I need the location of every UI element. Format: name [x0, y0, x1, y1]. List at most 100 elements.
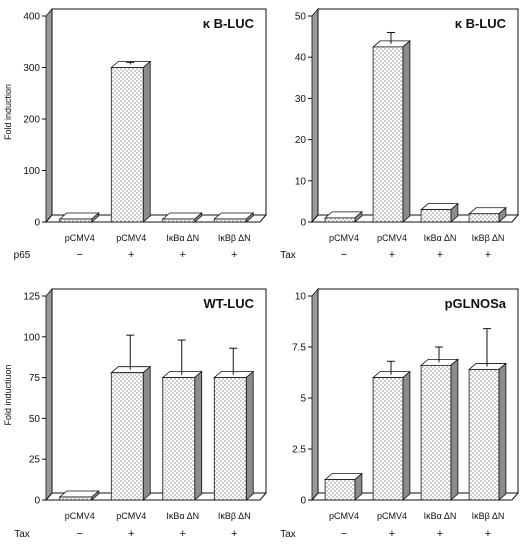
bar — [59, 218, 93, 223]
treatment-sign: + — [485, 528, 491, 540]
treatment-sign: + — [231, 528, 237, 540]
bar-side — [450, 358, 459, 501]
bar — [110, 67, 144, 223]
panel-depth-wall — [311, 7, 319, 224]
bar — [420, 209, 452, 223]
y-axis-label-bottom: Fold inductiuon — [3, 364, 13, 425]
chart-panel-3: 0 25 50 75 100 125 WT-LUC pCMV4 − pCMV4 + IκBα ΔN + I… — [14, 287, 268, 540]
y-tick-label: 0 — [300, 496, 306, 507]
y-tick-label: 125 — [23, 292, 40, 303]
treatment-label: Tax — [14, 529, 30, 540]
bar-side — [245, 370, 254, 501]
bar — [420, 364, 452, 501]
chart-title: κ B-LUC — [455, 16, 507, 31]
category-label: IκBα ΔN — [166, 233, 199, 243]
bar-side — [498, 362, 507, 501]
treatment-sign: − — [77, 249, 83, 261]
y-tick-label: 400 — [23, 12, 40, 23]
category-label: pCMV4 — [377, 233, 407, 243]
bar — [324, 217, 356, 223]
bar — [372, 46, 404, 223]
y-tick-label: 5 — [300, 394, 306, 405]
y-tick-label: 100 — [23, 166, 40, 177]
category-label: pCMV4 — [116, 233, 146, 243]
category-label: pCMV4 — [65, 233, 95, 243]
bar — [372, 377, 404, 501]
bar-side — [402, 370, 411, 501]
chart-title: κ B-LUC — [203, 16, 255, 31]
y-tick-label: 25 — [29, 455, 41, 466]
bar-side — [142, 60, 151, 223]
treatment-sign: + — [389, 249, 395, 261]
bar — [213, 377, 247, 501]
bar — [213, 218, 247, 223]
panel-depth-wall — [45, 287, 53, 502]
category-label: pCMV4 — [377, 511, 407, 521]
panel-depth-wall — [45, 7, 53, 224]
bar — [59, 496, 93, 501]
treatment-sign: + — [485, 249, 491, 261]
y-tick-label: 20 — [295, 135, 307, 146]
category-label: IκBβ ΔN — [472, 233, 505, 243]
bar — [162, 377, 196, 501]
treatment-sign: + — [128, 249, 134, 261]
treatment-sign: + — [437, 528, 443, 540]
treatment-sign: − — [341, 528, 347, 540]
bar — [468, 213, 500, 223]
y-tick-label: 0 — [34, 496, 40, 507]
panel-frame — [51, 8, 267, 216]
y-tick-label: 30 — [295, 94, 307, 105]
category-label: IκBβ ΔN — [472, 511, 505, 521]
y-tick-label: 7.5 — [292, 343, 306, 354]
y-tick-label: 10 — [295, 176, 307, 187]
chart-title: pGLNOSa — [445, 296, 507, 311]
treatment-sign: + — [437, 249, 443, 261]
treatment-label: Tax — [280, 250, 296, 261]
y-tick-label: 50 — [295, 12, 307, 23]
category-label: IκBα ΔN — [424, 511, 457, 521]
y-tick-label: 100 — [23, 332, 40, 343]
bar — [468, 369, 500, 501]
bar-side — [142, 365, 151, 501]
y-tick-label: 0 — [34, 218, 40, 229]
category-label: pCMV4 — [329, 233, 359, 243]
bar — [324, 479, 356, 501]
category-label: pCMV4 — [65, 511, 95, 521]
chart-panel-2: 0 10 20 30 40 50 κ B-LUC pCMV4 − pCMV4 + IκBα ΔN + Iκ… — [280, 7, 520, 261]
treatment-sign: + — [180, 249, 186, 261]
treatment-sign: + — [389, 528, 395, 540]
y-tick-label: 50 — [29, 414, 41, 425]
panel-depth-wall — [311, 287, 319, 502]
treatment-sign: + — [231, 249, 237, 261]
treatment-label: Tax — [280, 529, 296, 540]
treatment-sign: − — [77, 528, 83, 540]
chart-panel-4: 0 2.5 5 7.5 10 pGLNOSa pCMV4 − pCMV4 + IκBα ΔN + IκB… — [280, 287, 520, 540]
treatment-sign: + — [128, 528, 134, 540]
chart-title: WT-LUC — [203, 296, 254, 311]
y-tick-label: 300 — [23, 63, 40, 74]
bar-side — [194, 370, 203, 501]
treatment-sign: − — [341, 249, 347, 261]
category-label: IκBα ΔN — [166, 511, 199, 521]
y-tick-label: 200 — [23, 115, 40, 126]
bar-side — [402, 40, 411, 223]
treatment-label: p65 — [14, 250, 31, 261]
category-label: IκBβ ΔN — [218, 511, 251, 521]
treatment-sign: + — [180, 528, 186, 540]
bar — [162, 218, 196, 223]
y-axis-label-top: Fold induction — [3, 84, 13, 140]
category-label: IκBα ΔN — [424, 233, 457, 243]
category-label: IκBβ ΔN — [218, 233, 251, 243]
panel-frame — [317, 8, 519, 216]
y-tick-label: 75 — [29, 373, 41, 384]
y-tick-label: 0 — [300, 218, 306, 229]
category-label: pCMV4 — [329, 511, 359, 521]
category-label: pCMV4 — [116, 511, 146, 521]
chart-panel-1: 0 100 200 300 400 κ B-LUC pCMV4 − pCMV4 + IκBα ΔN +… — [14, 7, 268, 261]
y-tick-label: 10 — [295, 292, 307, 303]
bar — [110, 372, 144, 501]
y-tick-label: 40 — [295, 53, 307, 64]
y-tick-label: 2.5 — [292, 445, 306, 456]
